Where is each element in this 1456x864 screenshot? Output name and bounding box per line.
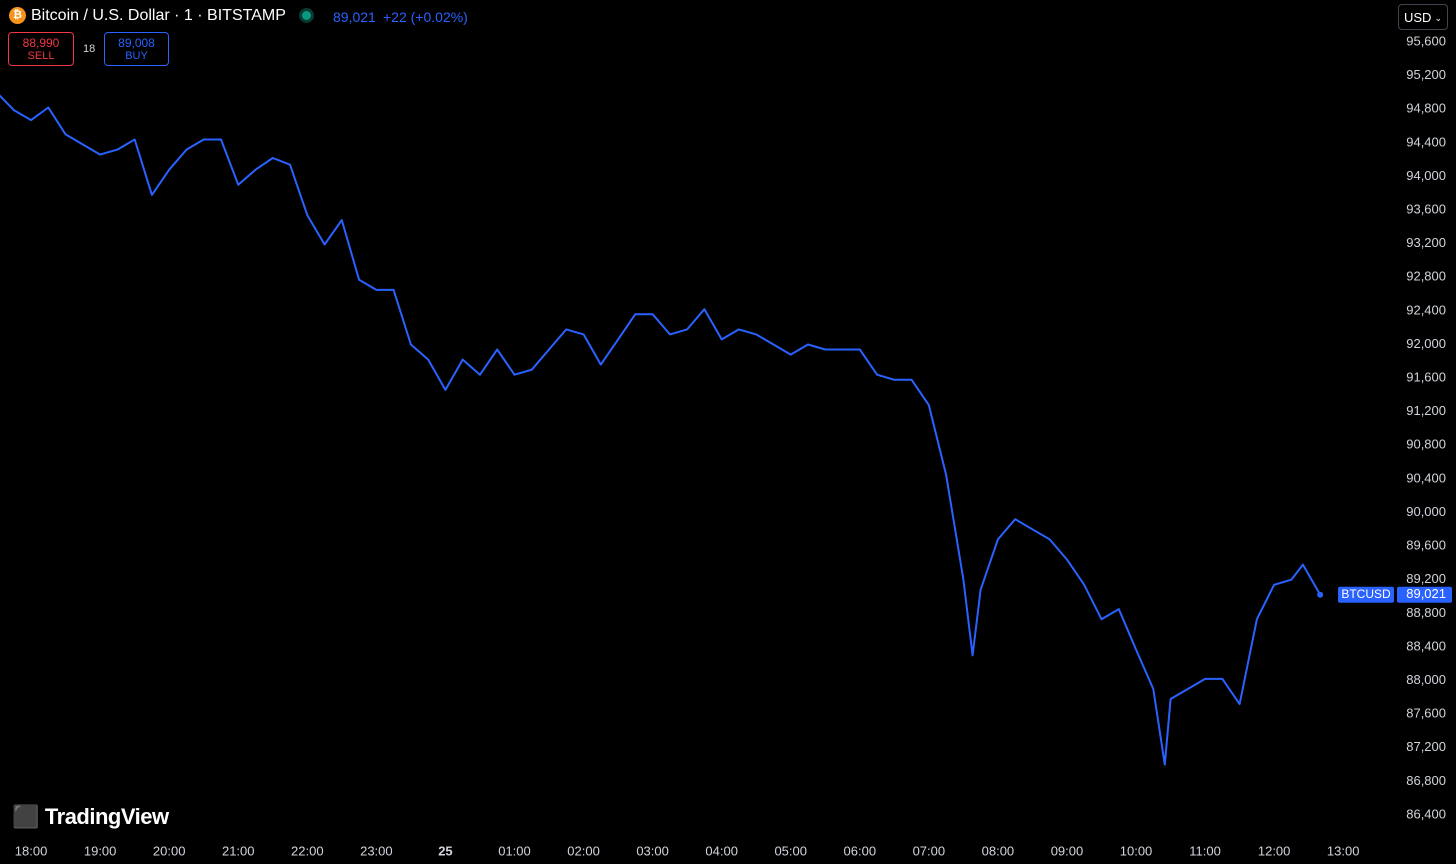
spread: 18 (83, 43, 96, 55)
y-tick-label: 87,200 (1406, 739, 1446, 754)
y-tick-label: 92,400 (1406, 302, 1446, 317)
y-tick-label: 89,600 (1406, 538, 1446, 553)
y-tick-label: 91,600 (1406, 370, 1446, 385)
y-tick-label: 92,000 (1406, 336, 1446, 351)
y-tick-label: 94,800 (1406, 101, 1446, 116)
y-tick-label: 94,000 (1406, 168, 1446, 183)
y-tick-label: 94,400 (1406, 134, 1446, 149)
y-tick-label: 90,800 (1406, 437, 1446, 452)
last-price: 89,021 (333, 9, 376, 25)
sell-button[interactable]: 88,990 SELL (8, 32, 74, 66)
y-tick-label: 90,400 (1406, 470, 1446, 485)
y-tick-label: 86,800 (1406, 773, 1446, 788)
x-tick-label: 11:00 (1189, 843, 1221, 858)
last-point (1317, 591, 1324, 598)
status-dot (302, 11, 311, 20)
x-tick-label: 04:00 (705, 843, 738, 858)
x-tick-label: 23:00 (360, 843, 393, 858)
y-tick-label: 88,800 (1406, 605, 1446, 620)
y-tick-label: 88,400 (1406, 638, 1446, 653)
price-tag (1397, 586, 1452, 603)
symbol[interactable]: Bitcoin / U.S. Dollar · 1 · BITSTAMP (31, 7, 286, 24)
y-tick-label: 95,600 (1406, 33, 1446, 48)
price-change: +22 (+0.02%) (383, 9, 468, 25)
x-tick-label: 05:00 (774, 843, 807, 858)
currency-select[interactable]: USD ⌄ (1398, 4, 1448, 30)
symbol-tag-label: BTCUSD (1341, 587, 1391, 601)
x-tick-label: 06:00 (844, 843, 877, 858)
sell-price: 88,990 (22, 36, 60, 50)
buy-label: BUY (125, 50, 148, 62)
x-tick-label: 18:00 (15, 843, 48, 858)
y-tick-label: 86,400 (1406, 806, 1446, 821)
y-tick-label: 93,600 (1406, 201, 1446, 216)
x-tick-label: 12:00 (1258, 843, 1291, 858)
x-tick-label: 02:00 (567, 843, 600, 858)
buy-price: 89,008 (118, 36, 155, 50)
x-tick-label: 10:00 (1120, 843, 1153, 858)
x-tick-label: 22:00 (291, 843, 324, 858)
x-tick-label: 03:00 (636, 843, 669, 858)
x-tick-label: 09:00 (1051, 843, 1084, 858)
x-tick-label: 20:00 (153, 843, 186, 858)
sell-label: SELL (27, 50, 55, 62)
y-tick-label: 88,000 (1406, 672, 1446, 687)
y-tick-label: 89,200 (1406, 571, 1446, 586)
y-tick-label: 92,800 (1406, 269, 1446, 284)
y-tick-label: 90,000 (1406, 504, 1446, 519)
y-tick-label: 91,200 (1406, 403, 1446, 418)
x-tick-label: 13:00 (1327, 843, 1360, 858)
coin-icon: ₿ (9, 7, 26, 24)
x-tick-label: 19:00 (84, 843, 117, 858)
x-tick-label: 07:00 (913, 843, 946, 858)
x-tick-label: 21:00 (222, 843, 255, 858)
y-tick-label: 95,200 (1406, 67, 1446, 82)
brand: TradingView (44, 804, 169, 829)
x-tick-label: 01:00 (498, 843, 531, 858)
brand-logo[interactable]: ⬛ TradingView (12, 804, 169, 829)
price-line (0, 94, 1322, 766)
y-tick-label: 87,600 (1406, 706, 1446, 721)
y-tick-label: 93,200 (1406, 235, 1446, 250)
x-tick-label: 08:00 (982, 843, 1015, 858)
currency: USD (1404, 10, 1432, 25)
buy-button[interactable]: 89,008 BUY (104, 32, 169, 66)
x-tick-label: 25 (438, 843, 452, 858)
symbol-tag (1338, 586, 1394, 603)
price-tag-label: 89,021 (1406, 586, 1446, 601)
